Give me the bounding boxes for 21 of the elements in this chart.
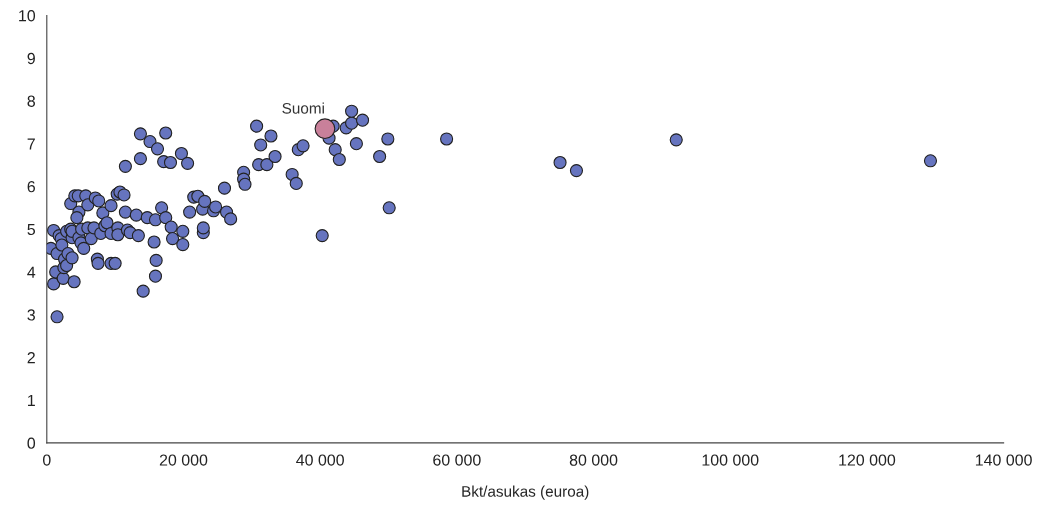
y-tick-label: 7 bbox=[27, 138, 35, 150]
y-tick-label: 4 bbox=[27, 266, 36, 278]
x-tick-label: 80 000 bbox=[569, 454, 618, 466]
x-tick-label: 100 000 bbox=[702, 454, 759, 466]
x-tick-label: 120 000 bbox=[839, 454, 896, 466]
x-tick-label: 40 000 bbox=[296, 454, 344, 466]
y-tick-label: 8 bbox=[27, 95, 35, 107]
x-tick-label: 0 bbox=[42, 454, 51, 466]
y-tick-label: 6 bbox=[27, 181, 35, 193]
y-tick-label: 5 bbox=[27, 223, 36, 236]
y-tick-label: 0 bbox=[27, 437, 36, 449]
annotation: Suomi bbox=[282, 102, 324, 114]
x-axis-title: Bkt/asukas (euroa) bbox=[462, 485, 589, 500]
y-tick-label: 9 bbox=[27, 52, 35, 65]
y-tick-label: 3 bbox=[27, 309, 35, 321]
x-tick-label: 140 000 bbox=[975, 454, 1032, 466]
y-tick-label: 10 bbox=[19, 10, 36, 22]
y-tick-label: 1 bbox=[28, 394, 35, 406]
x-tick-label: 60 000 bbox=[433, 454, 481, 466]
y-tick-label: 2 bbox=[27, 352, 35, 364]
x-tick-label: 20 000 bbox=[159, 454, 208, 466]
